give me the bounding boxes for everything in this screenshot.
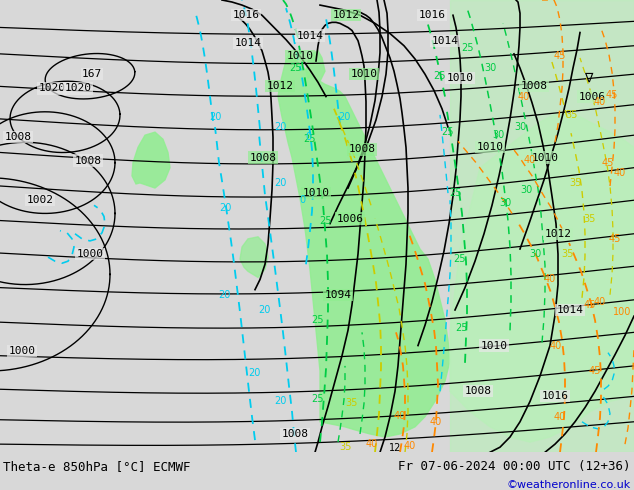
- Text: 1010: 1010: [531, 152, 559, 163]
- Text: 1000: 1000: [8, 345, 36, 356]
- Text: 1008: 1008: [349, 145, 375, 154]
- Text: 1014: 1014: [297, 30, 323, 41]
- Text: 30: 30: [520, 185, 532, 195]
- Text: 1016: 1016: [233, 10, 259, 20]
- Text: 30: 30: [499, 198, 511, 208]
- Text: 20: 20: [248, 368, 260, 378]
- Text: 20: 20: [258, 305, 270, 315]
- Text: 35: 35: [339, 442, 351, 452]
- Text: 20: 20: [274, 396, 286, 406]
- Text: 1008: 1008: [250, 152, 276, 163]
- Text: 20: 20: [274, 122, 286, 132]
- Text: 30: 30: [492, 130, 504, 140]
- Text: 30: 30: [529, 249, 541, 259]
- Text: 1020: 1020: [39, 83, 65, 94]
- Text: 35: 35: [562, 249, 574, 259]
- Text: 25: 25: [462, 43, 474, 53]
- Text: 1094: 1094: [325, 290, 351, 300]
- Text: 1008: 1008: [4, 132, 32, 142]
- Polygon shape: [450, 112, 634, 442]
- Text: 25: 25: [434, 71, 446, 81]
- Text: 1010: 1010: [477, 143, 503, 152]
- Text: 1006: 1006: [337, 214, 363, 223]
- Polygon shape: [132, 132, 170, 188]
- Text: 20: 20: [338, 112, 350, 122]
- Text: 1010: 1010: [481, 341, 507, 350]
- Text: 1006: 1006: [578, 92, 605, 101]
- Text: 1010: 1010: [351, 69, 377, 79]
- Text: 100: 100: [613, 307, 631, 317]
- Text: 1008: 1008: [281, 429, 309, 439]
- Text: 1012: 1012: [545, 229, 571, 239]
- Text: 167: 167: [82, 69, 102, 79]
- Text: Theta-e 850hPa [°C] ECMWF: Theta-e 850hPa [°C] ECMWF: [3, 460, 191, 473]
- Text: 0: 0: [305, 132, 311, 142]
- Text: ∇: ∇: [584, 72, 592, 85]
- Text: 40: 40: [518, 92, 530, 101]
- Text: Fr 07-06-2024 00:00 UTC (12+36): Fr 07-06-2024 00:00 UTC (12+36): [398, 460, 631, 473]
- Text: 25: 25: [454, 254, 466, 264]
- Text: 1008: 1008: [465, 386, 491, 396]
- Text: 30: 30: [484, 63, 496, 73]
- Text: 1008: 1008: [521, 81, 548, 92]
- Text: 1016: 1016: [418, 10, 446, 20]
- Text: 45: 45: [609, 234, 621, 244]
- Text: 40: 40: [366, 439, 378, 449]
- Text: 0: 0: [299, 195, 305, 205]
- Text: 1010: 1010: [287, 51, 313, 61]
- Polygon shape: [278, 54, 450, 437]
- Text: 1000: 1000: [77, 249, 103, 259]
- Text: 45: 45: [584, 300, 596, 310]
- Text: 35: 35: [570, 178, 582, 188]
- Polygon shape: [306, 51, 325, 81]
- Text: 40: 40: [394, 411, 406, 421]
- Text: 12: 12: [389, 443, 401, 453]
- Text: 1008: 1008: [75, 156, 101, 166]
- Text: 25: 25: [312, 394, 324, 404]
- Text: 40: 40: [594, 297, 606, 307]
- Polygon shape: [240, 237, 268, 277]
- Text: 1012: 1012: [332, 10, 359, 20]
- Text: 25: 25: [319, 216, 331, 225]
- Text: 45: 45: [554, 51, 566, 61]
- Text: 25: 25: [312, 315, 324, 325]
- Text: 1020: 1020: [65, 83, 91, 94]
- Text: 40: 40: [430, 417, 442, 427]
- Text: 1014: 1014: [557, 305, 583, 315]
- Text: 25: 25: [456, 323, 469, 333]
- Text: 1010: 1010: [446, 74, 474, 83]
- Text: 20: 20: [218, 290, 230, 300]
- Text: 25: 25: [442, 127, 454, 137]
- Text: 40: 40: [544, 274, 556, 285]
- Text: 30: 30: [514, 122, 526, 132]
- Text: 35: 35: [584, 214, 596, 223]
- Text: 45: 45: [602, 158, 614, 168]
- Text: 35: 35: [566, 110, 578, 120]
- Text: 20: 20: [274, 178, 286, 188]
- Text: 1012: 1012: [266, 81, 294, 92]
- Text: ©weatheronline.co.uk: ©weatheronline.co.uk: [507, 481, 631, 490]
- Text: 40: 40: [594, 97, 606, 107]
- Text: 25: 25: [290, 63, 302, 73]
- Text: 25: 25: [304, 134, 316, 144]
- Text: 20: 20: [219, 203, 231, 213]
- Text: 45: 45: [606, 90, 618, 99]
- Text: 1014: 1014: [235, 38, 261, 48]
- Text: 25: 25: [449, 188, 462, 198]
- Text: 45: 45: [589, 366, 601, 376]
- Text: 40: 40: [550, 341, 562, 350]
- Text: 35: 35: [346, 398, 358, 409]
- Text: 20: 20: [209, 112, 221, 122]
- Text: 40: 40: [404, 441, 416, 451]
- Text: 1014: 1014: [432, 36, 458, 46]
- Text: 40: 40: [614, 168, 626, 178]
- Text: 1010: 1010: [302, 188, 330, 198]
- Text: 1016: 1016: [541, 392, 569, 401]
- Text: 1002: 1002: [27, 195, 53, 205]
- Text: 40: 40: [524, 154, 536, 165]
- Polygon shape: [450, 0, 634, 452]
- Text: 40: 40: [554, 412, 566, 422]
